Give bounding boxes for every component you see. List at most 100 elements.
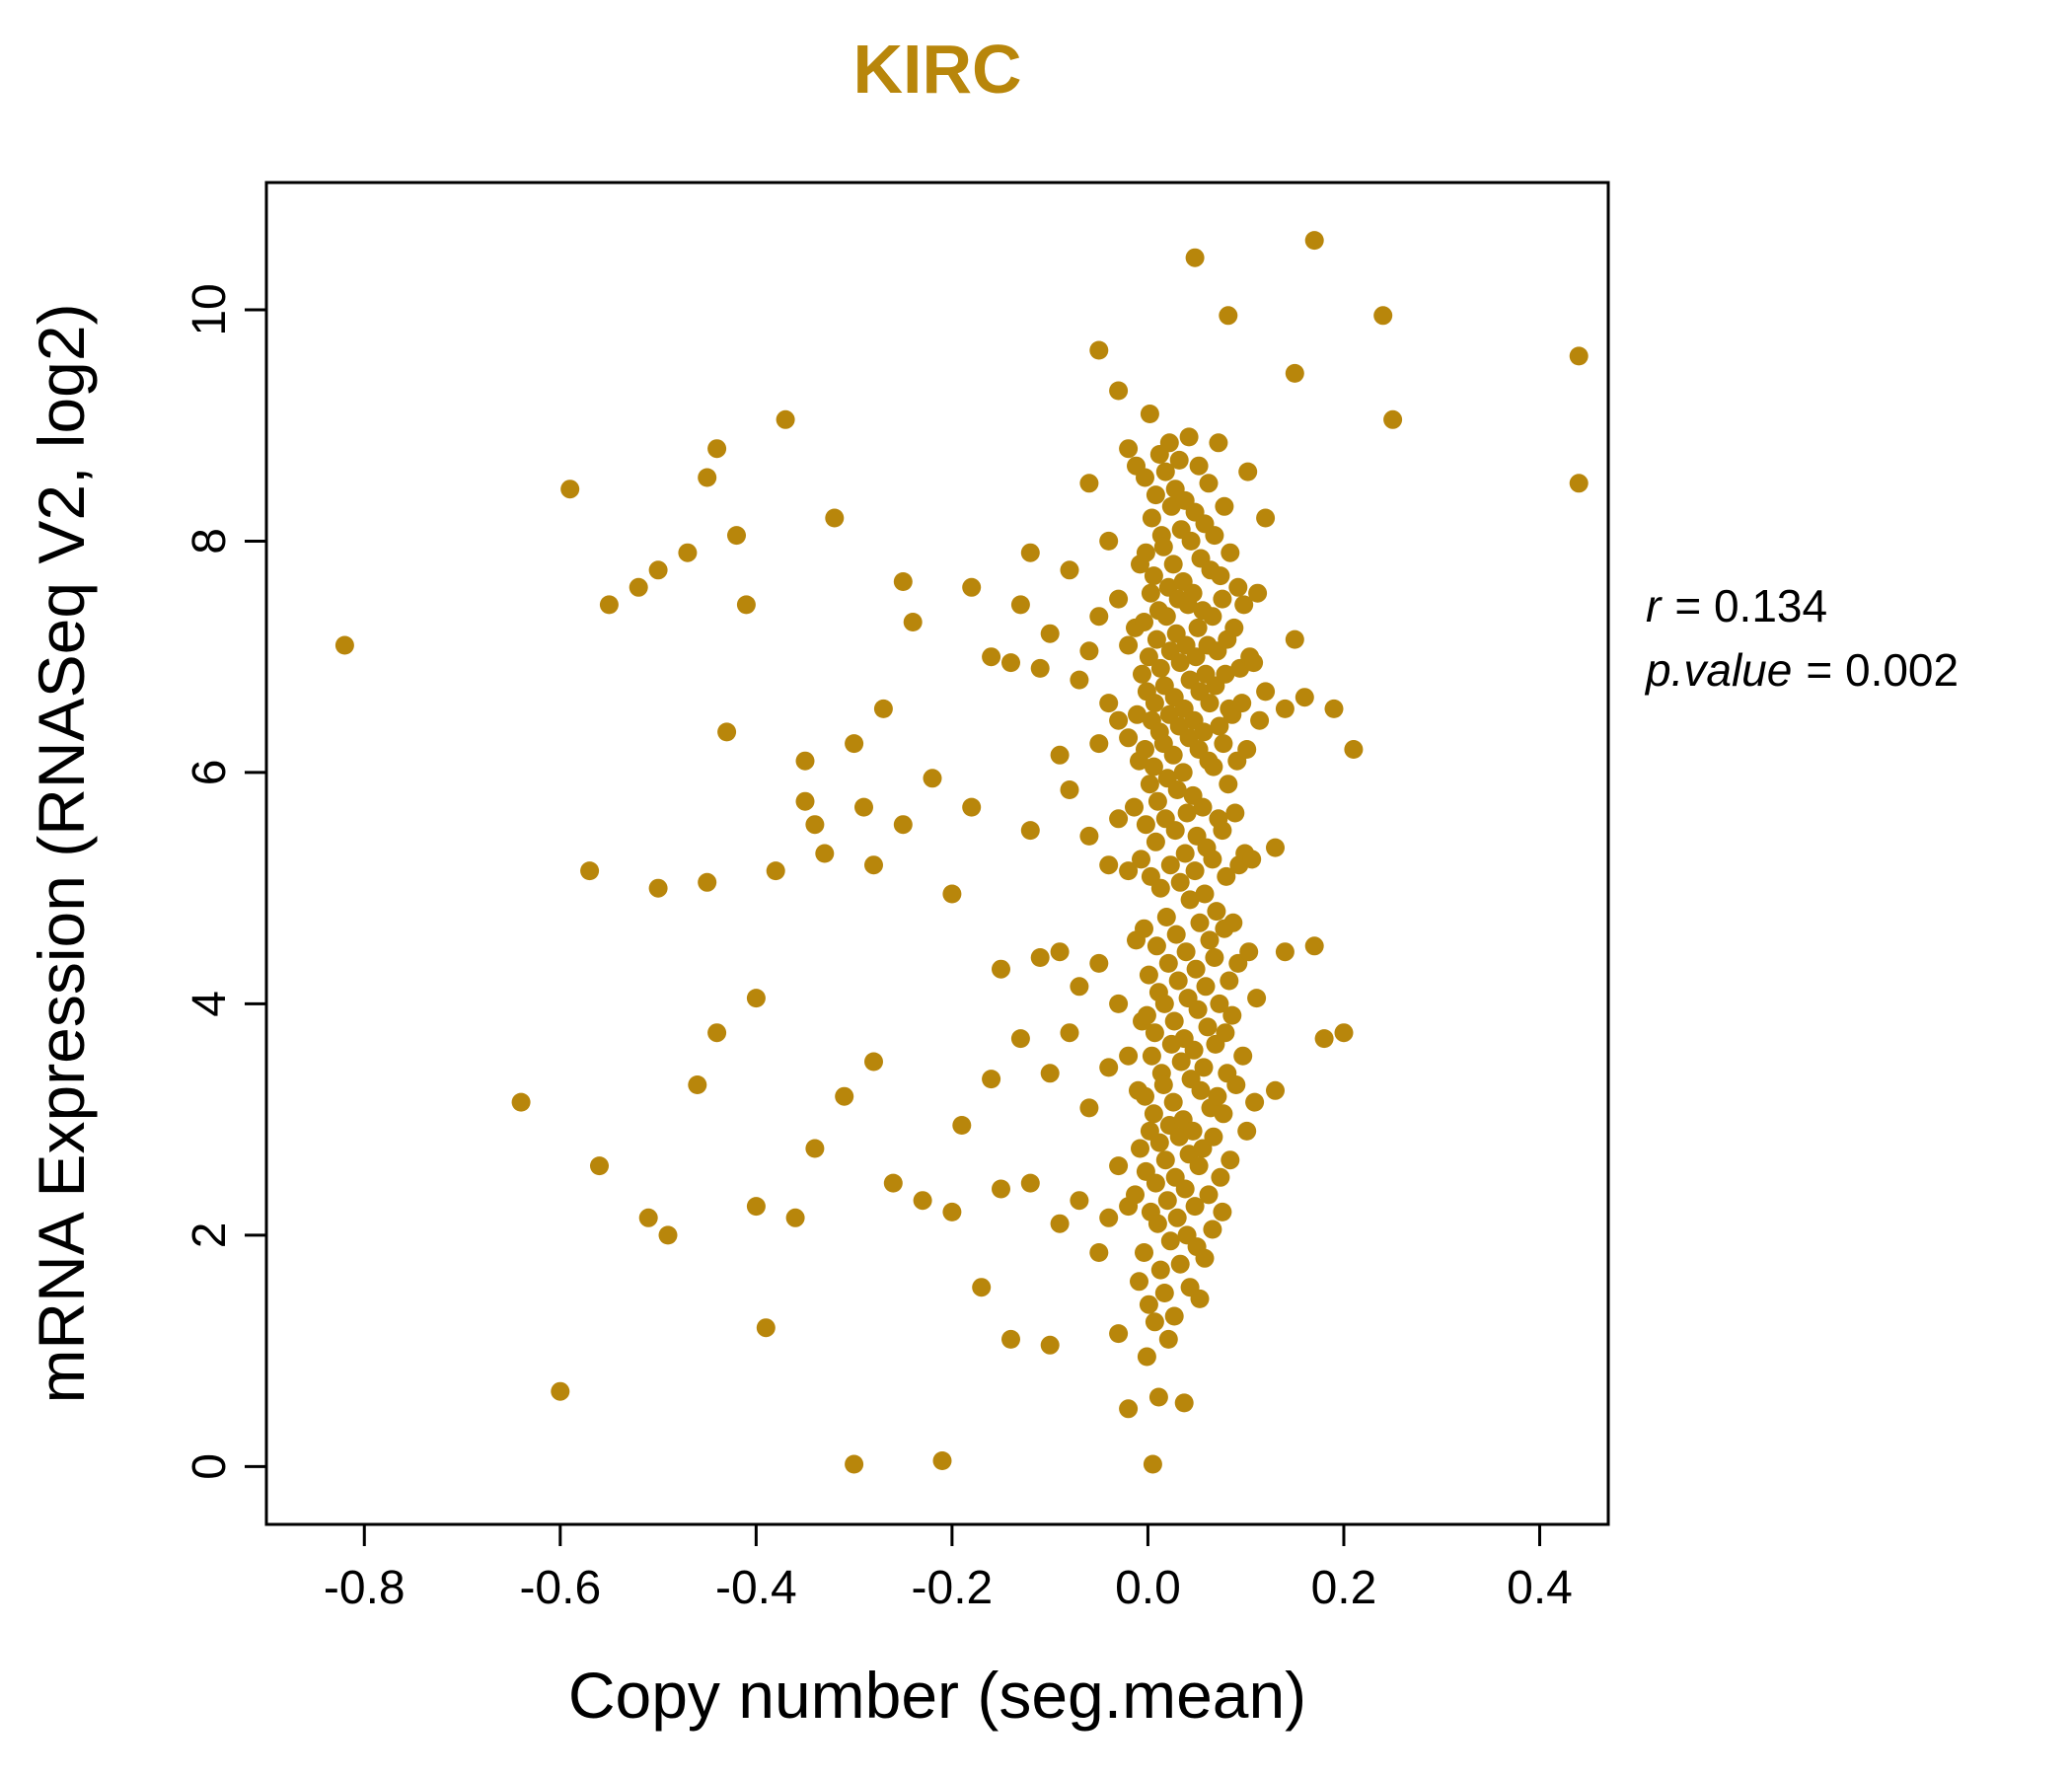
data-point [1203,607,1222,627]
data-point [1215,496,1234,516]
data-point [1247,989,1267,1008]
data-point [1295,688,1314,707]
data-point [1569,346,1589,366]
data-point [1188,618,1208,637]
data-point [1135,613,1153,631]
data-point [1256,508,1276,528]
data-point [1132,850,1150,869]
data-point [1237,740,1257,759]
data-point [1244,653,1264,673]
data-point [1569,474,1589,493]
data-point [1030,948,1050,967]
data-point [942,1202,962,1221]
data-point [1186,647,1206,667]
data-point [1222,1005,1242,1025]
data-point [1191,1080,1211,1100]
data-point [1221,543,1240,562]
data-point [1128,704,1147,724]
data-point [1232,694,1252,713]
data-point [1140,775,1159,794]
data-point [1135,1243,1153,1262]
x-tick-label: -0.8 [324,1562,406,1614]
y-tick-label: 2 [184,1222,236,1249]
data-point [992,1179,1010,1199]
data-point [795,751,815,771]
data-point [1210,716,1229,736]
data-point [511,1092,531,1112]
data-point [1214,734,1233,754]
data-point [1089,734,1109,754]
data-point [1020,821,1040,841]
data-point [1126,1185,1145,1205]
data-point [1219,306,1238,326]
data-point [1139,647,1158,667]
data-point [1195,884,1215,904]
data-point [1228,577,1248,597]
data-point [864,1052,883,1072]
data-point [1136,815,1155,835]
data-point [1136,740,1154,759]
data-point [1010,1029,1030,1049]
y-tick-label: 0 [184,1453,236,1480]
data-point [1164,1011,1184,1031]
data-point [1125,797,1144,817]
data-point [1200,694,1220,713]
data-point [854,797,873,817]
data-point [1158,1329,1178,1349]
data-point [1160,855,1180,875]
data-point [1149,1133,1169,1152]
data-point [942,884,962,904]
data-point [1224,618,1244,637]
data-point [1143,1454,1162,1474]
data-point [1221,1150,1240,1170]
x-tick-label: -0.4 [715,1562,797,1614]
data-point [1167,1208,1187,1227]
data-point [1040,1335,1060,1355]
data-point [590,1156,609,1176]
data-point [1020,1173,1040,1193]
data-point [1223,913,1243,932]
data-point [1142,1046,1161,1066]
data-point [1119,1046,1139,1066]
data-point [1147,629,1166,649]
data-point [1203,1220,1222,1239]
data-point [1238,462,1258,481]
data-point [962,797,982,817]
data-point [835,1086,854,1106]
data-point [1109,994,1129,1013]
data-point [1175,844,1195,863]
data-point [1140,405,1159,423]
data-point [1145,1312,1164,1332]
data-point [1109,809,1129,829]
data-point [1020,543,1040,562]
data-point [1145,1023,1164,1043]
data-point [1205,948,1224,967]
data-point [1144,757,1163,777]
data-point [638,1208,658,1227]
data-point [1050,942,1070,962]
data-point [1001,653,1020,673]
data-point [1242,850,1262,869]
data-point [1089,1243,1109,1262]
data-point [1136,543,1155,562]
data-point [1040,624,1060,643]
data-point [845,1454,864,1474]
data-point [1141,583,1160,603]
data-point [1099,1208,1119,1227]
x-tick-label: -0.6 [519,1562,601,1614]
data-point [1204,757,1223,777]
data-point [982,1070,1001,1089]
data-point [1145,694,1164,713]
data-point [1185,1197,1205,1217]
data-point [1146,485,1165,505]
data-point [1131,1139,1149,1158]
data-point [1190,1289,1210,1308]
data-point [1060,560,1079,580]
data-point [1136,1086,1154,1106]
data-point [1173,763,1193,782]
data-point [1213,589,1232,609]
x-tick-label: 0.4 [1507,1562,1573,1614]
data-point [1156,607,1176,627]
